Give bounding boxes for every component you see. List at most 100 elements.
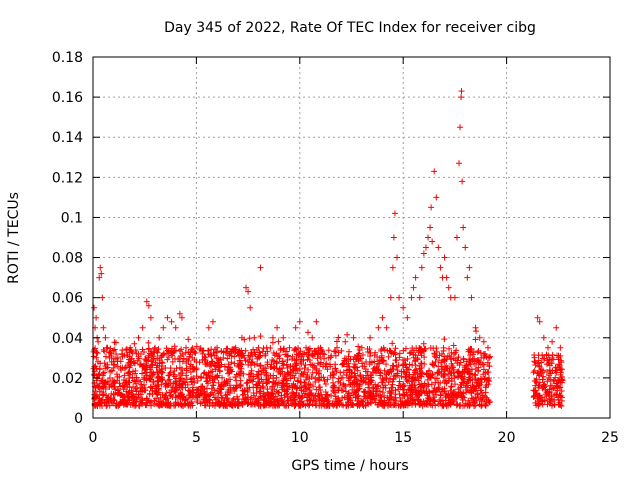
data-point xyxy=(485,377,492,384)
data-point xyxy=(367,334,374,341)
data-point xyxy=(447,387,454,394)
data-point xyxy=(452,381,459,388)
data-point xyxy=(284,386,291,393)
data-point xyxy=(447,400,454,407)
data-point xyxy=(322,380,329,387)
data-point xyxy=(387,390,394,397)
data-point xyxy=(151,397,158,404)
data-point xyxy=(412,384,419,391)
data-point xyxy=(131,397,138,404)
data-point xyxy=(336,385,343,392)
data-point xyxy=(257,388,264,395)
data-point xyxy=(145,354,152,361)
data-point xyxy=(390,376,397,383)
data-point xyxy=(276,355,283,362)
data-point xyxy=(344,331,351,338)
data-point xyxy=(401,392,408,399)
data-point xyxy=(385,379,392,386)
data-point xyxy=(388,384,395,391)
data-point xyxy=(349,386,356,393)
data-point xyxy=(303,344,310,351)
data-point xyxy=(368,394,375,401)
data-point xyxy=(441,254,448,261)
data-point xyxy=(403,376,410,383)
data-point xyxy=(422,346,429,353)
data-point xyxy=(340,402,347,409)
data-point xyxy=(269,390,276,397)
data-point xyxy=(96,366,103,373)
data-point xyxy=(225,386,232,393)
data-point xyxy=(254,375,261,382)
data-point xyxy=(295,377,302,384)
data-point xyxy=(320,363,327,370)
data-point xyxy=(108,358,115,365)
data-point xyxy=(127,402,134,409)
data-point xyxy=(299,351,306,358)
data-point xyxy=(455,369,462,376)
data-point xyxy=(139,363,146,370)
data-point xyxy=(285,402,292,409)
data-point xyxy=(364,372,371,379)
data-point xyxy=(540,367,547,374)
data-point xyxy=(433,354,440,361)
data-point xyxy=(478,395,485,402)
data-point xyxy=(356,385,363,392)
data-point xyxy=(475,368,482,375)
data-point xyxy=(124,391,131,398)
data-point xyxy=(97,264,104,271)
data-point xyxy=(218,348,225,355)
grid-lines xyxy=(93,57,610,418)
data-point xyxy=(143,364,150,371)
data-point xyxy=(279,398,286,405)
data-point xyxy=(274,397,281,404)
data-point xyxy=(169,394,176,401)
data-point xyxy=(438,359,445,366)
data-point xyxy=(280,362,287,369)
data-point xyxy=(333,338,340,345)
data-point xyxy=(341,355,348,362)
data-point xyxy=(283,348,290,355)
data-point xyxy=(206,363,213,370)
data-point xyxy=(121,352,128,359)
data-point xyxy=(113,371,120,378)
data-point xyxy=(181,402,188,409)
data-point xyxy=(428,204,435,211)
data-point xyxy=(284,364,291,371)
data-point xyxy=(246,384,253,391)
data-point xyxy=(553,392,560,399)
data-point xyxy=(257,362,264,369)
data-point xyxy=(99,372,106,379)
data-point xyxy=(245,400,252,407)
data-point xyxy=(114,363,121,370)
data-point xyxy=(256,371,263,378)
data-point xyxy=(278,384,285,391)
data-point xyxy=(355,351,362,358)
data-point xyxy=(259,348,266,355)
data-point xyxy=(178,366,185,373)
data-point xyxy=(548,396,555,403)
data-point xyxy=(222,349,229,356)
data-point xyxy=(178,384,185,391)
data-point xyxy=(468,395,475,402)
data-point xyxy=(351,364,358,371)
data-point xyxy=(336,400,343,407)
data-point xyxy=(296,318,303,325)
data-point xyxy=(269,402,276,409)
data-point xyxy=(549,338,556,345)
data-point xyxy=(453,347,460,354)
data-point xyxy=(278,392,285,399)
data-point xyxy=(435,369,442,376)
data-point xyxy=(293,357,300,364)
data-point xyxy=(353,388,360,395)
data-point xyxy=(281,373,288,380)
data-point xyxy=(543,389,550,396)
data-point xyxy=(541,398,548,405)
data-point xyxy=(209,368,216,375)
data-point xyxy=(467,377,474,384)
data-point xyxy=(211,387,218,394)
data-point xyxy=(392,387,399,394)
data-point xyxy=(291,402,298,409)
data-point xyxy=(227,366,234,373)
data-point xyxy=(385,399,392,406)
data-point xyxy=(149,391,156,398)
